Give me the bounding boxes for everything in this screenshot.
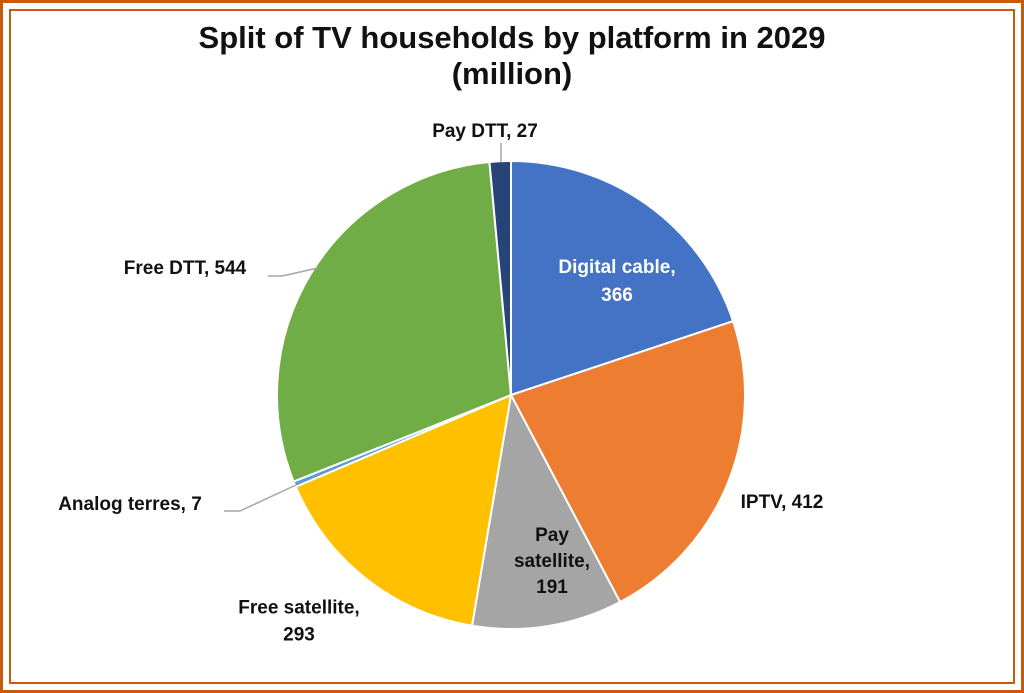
data-label-free-satellite: Free satellite, 293 <box>238 598 359 646</box>
pie-slice-free-satellite <box>294 393 513 627</box>
data-label-digital-cable: Digital cable, 366 <box>558 257 675 306</box>
chart-title-line-2: (million) <box>451 56 573 91</box>
leader-line-free-dtt <box>268 267 319 277</box>
data-label-analog-terres: Analog terres, 7 <box>58 494 202 515</box>
chart-title-line-1: Split of TV households by platform in 20… <box>198 20 826 55</box>
leader-line-analog-terres <box>224 484 297 512</box>
pie-slice-pay-dtt <box>488 159 512 396</box>
pie-slices <box>276 159 747 630</box>
data-label-pay-satellite: Pay satellite, 191 <box>514 525 590 598</box>
leader-lines <box>224 143 502 512</box>
data-label-iptv: IPTV, 412 <box>741 492 824 513</box>
pie-slice-iptv <box>509 319 747 604</box>
data-label-free-dtt: Free DTT, 544 <box>124 258 247 279</box>
pie-slice-digital-cable <box>510 159 735 397</box>
chart-frame-inner-border <box>9 9 1015 684</box>
data-labels: Digital cable, 366 IPTV, 412 Pay satellite, 1… <box>58 121 823 646</box>
pie-slice-pay-satellite <box>470 391 622 630</box>
pie-slice-free-dtt <box>276 160 513 483</box>
data-label-pay-dtt: Pay DTT, 27 <box>432 121 538 142</box>
